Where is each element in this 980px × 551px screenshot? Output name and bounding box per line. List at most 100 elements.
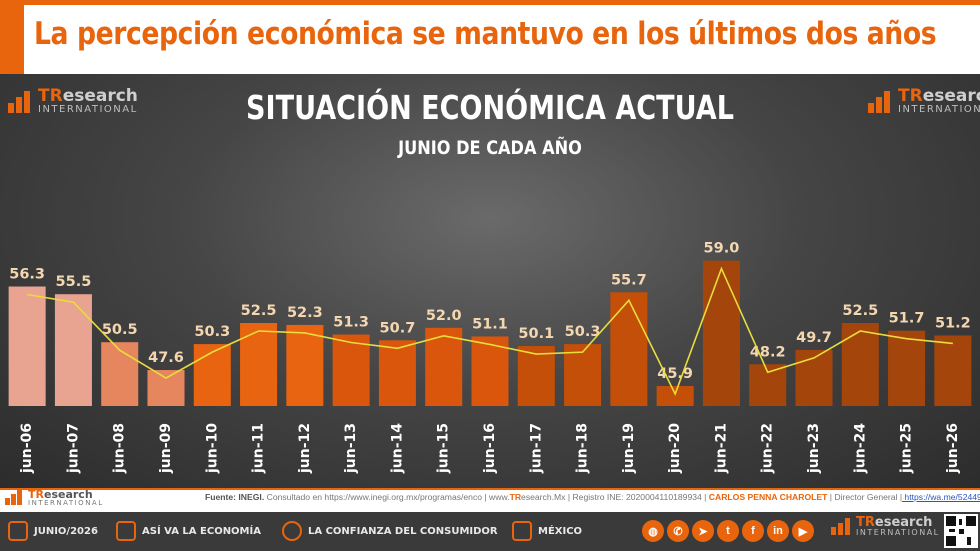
data-label-jun-09: 47.6 [148,350,184,366]
site-registry: esearch.Mx | Registro INE: 2020004110189… [521,492,707,502]
whatsapp-icon[interactable]: ✆ [667,520,689,542]
data-label-jun-18: 50.3 [565,324,601,340]
data-label-jun-06: 56.3 [9,267,45,283]
bar-jun-12 [286,324,324,406]
brand-logo-left: TResearch INTERNATIONAL [6,88,138,115]
data-label-jun-13: 51.3 [333,315,369,331]
data-label-jun-19: 55.7 [611,272,647,288]
brand-tr: TR [38,86,63,106]
x-tick-jun-11: jun-11 [251,423,267,474]
brand-sub: INTERNATIONAL [28,499,104,507]
x-tick-jun-24: jun-24 [852,423,868,474]
x-tick-jun-08: jun-08 [112,423,128,474]
data-label-jun-26: 51.2 [935,315,971,331]
x-tick-jun-17: jun-17 [528,423,544,474]
brand-logo-footer: TResearch INTERNATIONAL [4,489,104,507]
brand-sub: INTERNATIONAL [898,104,980,115]
header-left-bar [0,0,24,74]
youtube-icon[interactable]: ▶ [792,520,814,542]
bar-jun-18 [564,344,602,406]
x-tick-jun-21: jun-21 [713,423,729,474]
calendar-icon [8,521,28,541]
headline: La percepción económica se mantuvo en lo… [34,16,937,52]
bar-jun-26 [934,335,972,406]
bar-jun-11 [240,323,278,406]
facebook-icon[interactable]: f [742,520,764,542]
x-tick-jun-25: jun-25 [899,423,915,474]
trend-line [27,266,953,397]
bars-logo-icon [6,89,36,115]
date-item: JUNIO/2026 [8,520,98,542]
x-tick-jun-20: jun-20 [667,423,683,474]
data-label-jun-25: 51.7 [889,311,925,327]
x-tick-jun-09: jun-09 [158,423,174,474]
data-label-jun-22: 48.2 [750,344,786,360]
bar-jun-16 [471,336,509,406]
x-tick-jun-15: jun-15 [436,423,452,474]
data-label-jun-08: 50.5 [102,322,138,338]
bar-jun-24 [841,323,879,406]
brand-tr: TR [856,515,875,530]
globe-icon[interactable]: ◍ [642,520,664,542]
header-band [0,0,980,74]
data-label-jun-21: 59.0 [704,241,740,257]
bar-jun-17 [517,346,555,406]
brand-name: esearch [62,86,138,106]
whatsapp-link[interactable]: https://wa.me/5244991936451 [904,492,980,502]
bars-logo-icon [4,489,26,507]
source-text: Fuente: INEGI. Consultado en https://www… [205,492,980,502]
x-tick-jun-12: jun-12 [297,423,313,474]
x-tick-jun-22: jun-22 [760,423,776,474]
source-strip [0,488,980,510]
bars-logo-icon [866,89,896,115]
brand-tr: TR [28,488,44,501]
x-tick-jun-06: jun-06 [19,423,35,474]
chart-title: SITUACIÓN ECONÓMICA ACTUAL [246,88,734,127]
magnifier-icon [282,521,302,541]
brand-name: esearch [922,86,980,106]
bar-jun-20 [656,386,694,406]
chart-panel [0,74,980,488]
qr-code[interactable] [944,514,978,548]
twitter-icon[interactable]: t [717,520,739,542]
country-item: MÉXICO [512,520,582,542]
date-label: JUNIO/2026 [34,525,98,537]
chart-icon [116,521,136,541]
bar-jun-23 [795,349,833,406]
telegram-icon[interactable]: ➤ [692,520,714,542]
chart-subtitle: JUNIO DE CADA AÑO [398,137,582,159]
brand-tr: TR [898,86,923,106]
bar-jun-09 [147,370,185,406]
data-label-jun-12: 52.3 [287,305,323,321]
x-tick-jun-23: jun-23 [806,423,822,474]
header-accent [0,0,980,5]
map-icon [512,521,532,541]
brand-logo-bottom: TResearch INTERNATIONAL [830,516,940,537]
topic-item: ASÍ VA LA ECONOMÍA [116,520,261,542]
data-label-jun-15: 52.0 [426,308,462,324]
bar-jun-19 [610,292,648,406]
author: CARLOS PENNA CHAROLET [706,492,828,502]
x-tick-jun-19: jun-19 [621,423,637,474]
data-label-jun-07: 55.5 [56,274,92,290]
site-tr: TR [509,492,522,502]
bar-jun-14 [378,340,416,406]
x-tick-jun-10: jun-10 [204,423,220,474]
brand-logo-right: TResearch INTERNATIONAL [866,88,980,115]
bottom-bar [0,512,980,551]
survey-label: LA CONFIANZA DEL CONSUMIDOR [308,525,498,537]
survey-item: LA CONFIANZA DEL CONSUMIDOR [282,520,498,542]
brand-sub: INTERNATIONAL [38,104,138,115]
bar-jun-06 [8,286,46,406]
source-detail: Consultado en https://www.inegi.org.mx/p… [264,492,510,502]
bar-jun-08 [101,342,139,406]
data-label-jun-23: 49.7 [796,330,832,346]
linkedin-icon[interactable]: in [767,520,789,542]
x-tick-jun-14: jun-14 [389,423,405,474]
source-label: Fuente: INEGI. [205,492,265,502]
x-tick-jun-26: jun-26 [945,423,961,474]
brand-name: esearch [874,515,933,530]
x-tick-jun-07: jun-07 [65,423,81,474]
brand-name: esearch [43,488,93,501]
bar-jun-15 [425,327,463,406]
